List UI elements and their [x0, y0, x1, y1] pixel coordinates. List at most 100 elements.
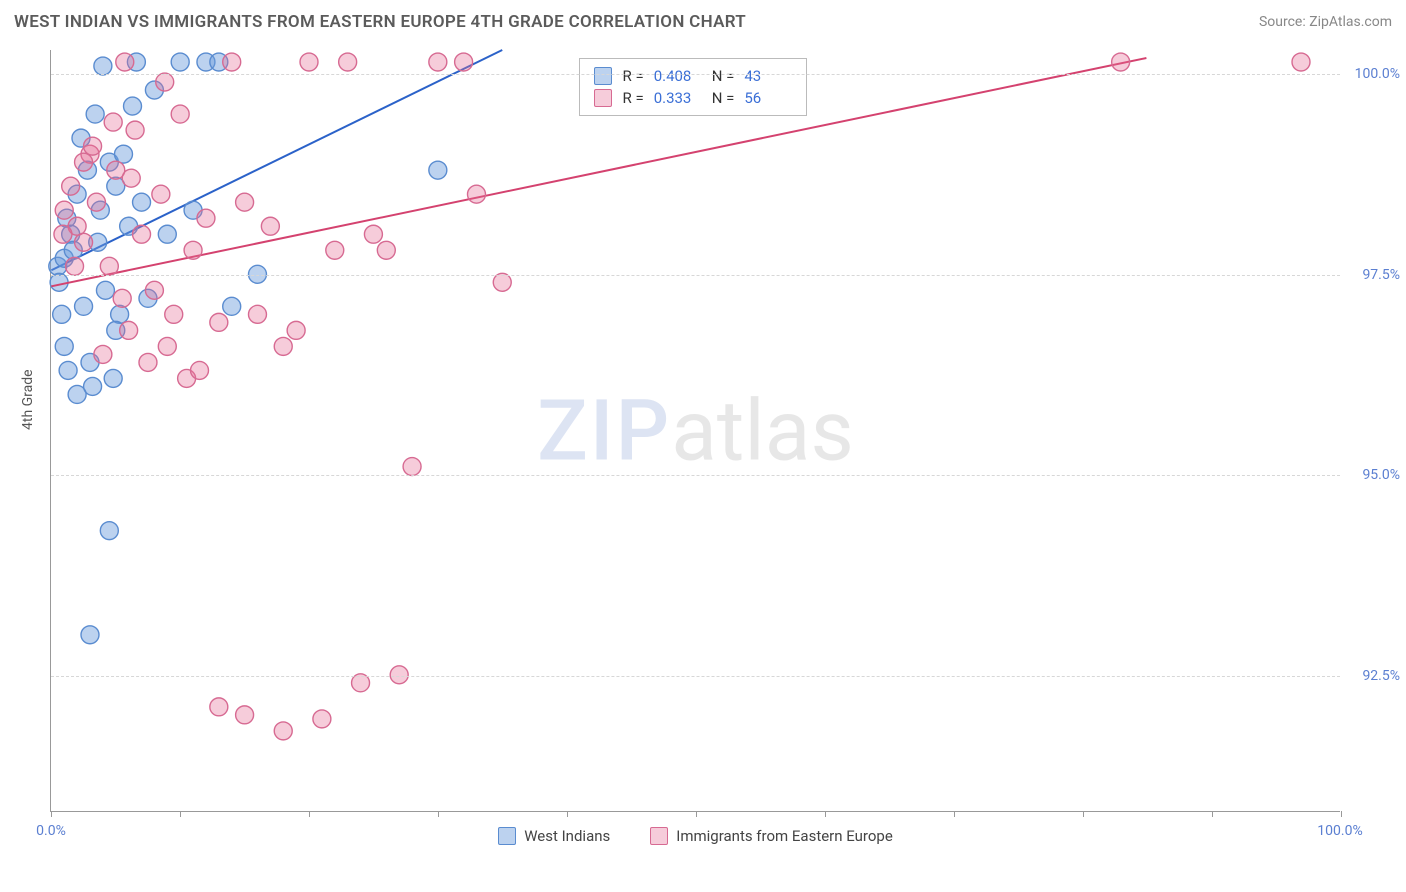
data-point: [86, 105, 104, 123]
chart-plot-area: ZIPatlas R =0.408N =43R =0.333N =56 West…: [50, 50, 1340, 812]
data-point: [223, 297, 241, 315]
data-point: [1292, 53, 1310, 71]
data-point: [274, 722, 292, 740]
data-point: [104, 113, 122, 131]
legend-n-value: 56: [744, 89, 792, 107]
x-tick: [1212, 811, 1213, 817]
gridline: [51, 475, 1340, 476]
data-point: [62, 177, 80, 195]
data-point: [429, 161, 447, 179]
data-point: [1112, 53, 1130, 71]
legend-row: R =0.408N =43: [594, 65, 792, 87]
data-point: [133, 193, 151, 211]
data-point: [126, 121, 144, 139]
x-tick: [180, 811, 181, 817]
data-point: [364, 225, 382, 243]
data-point: [339, 53, 357, 71]
data-point: [184, 241, 202, 259]
data-point: [152, 185, 170, 203]
x-tick: [567, 811, 568, 817]
data-point: [54, 225, 72, 243]
data-point: [133, 225, 151, 243]
gridline: [51, 275, 1340, 276]
data-point: [75, 297, 93, 315]
correlation-legend: R =0.408N =43R =0.333N =56: [579, 58, 807, 116]
data-point: [156, 73, 174, 91]
data-point: [236, 706, 254, 724]
x-tick-label-max: 100.0%: [1317, 823, 1362, 839]
x-tick: [438, 811, 439, 817]
data-point: [87, 193, 105, 211]
legend-n-value: 43: [744, 67, 792, 85]
data-point: [248, 305, 266, 323]
legend-row: R =0.333N =56: [594, 87, 792, 109]
y-tick-label: 92.5%: [1346, 668, 1400, 684]
legend-item-west-indians: West Indians: [498, 827, 610, 845]
y-axis-label: 4th Grade: [20, 369, 36, 430]
data-point: [158, 337, 176, 355]
data-point: [94, 57, 112, 75]
data-point: [94, 345, 112, 363]
data-point: [113, 289, 131, 307]
legend-r-eq: R =: [622, 89, 643, 107]
legend-label: Immigrants from Eastern Europe: [676, 827, 893, 845]
data-point: [81, 626, 99, 644]
data-point: [75, 153, 93, 171]
data-point: [326, 241, 344, 259]
scatter-svg: [51, 50, 1340, 811]
data-point: [122, 169, 140, 187]
legend-swatch: [650, 827, 668, 845]
data-point: [223, 53, 241, 71]
data-point: [96, 281, 114, 299]
data-point: [124, 97, 142, 115]
data-point: [55, 201, 73, 219]
data-point: [300, 53, 318, 71]
data-point: [59, 361, 77, 379]
legend-n-eq: N =: [712, 89, 735, 107]
data-point: [75, 233, 93, 251]
gridline: [51, 676, 1340, 677]
y-tick-label: 100.0%: [1346, 66, 1400, 82]
data-point: [287, 321, 305, 339]
legend-bottom: West Indians Immigrants from Eastern Eur…: [51, 827, 1340, 845]
data-point: [115, 145, 133, 163]
data-point: [100, 522, 118, 540]
data-point: [165, 305, 183, 323]
x-tick: [1083, 811, 1084, 817]
data-point: [158, 225, 176, 243]
legend-item-eastern-europe: Immigrants from Eastern Europe: [650, 827, 893, 845]
data-point: [66, 257, 84, 275]
legend-swatch: [594, 89, 612, 107]
data-point: [467, 185, 485, 203]
x-tick: [696, 811, 697, 817]
data-point: [84, 137, 102, 155]
x-tick: [309, 811, 310, 817]
data-point: [313, 710, 331, 728]
legend-r-value: 0.408: [654, 67, 702, 85]
data-point: [455, 53, 473, 71]
data-point: [210, 698, 228, 716]
data-point: [116, 53, 134, 71]
legend-label: West Indians: [524, 827, 610, 845]
data-point: [403, 458, 421, 476]
data-point: [111, 305, 129, 323]
legend-n-eq: N =: [712, 67, 735, 85]
data-point: [377, 241, 395, 259]
data-point: [191, 361, 209, 379]
data-point: [55, 337, 73, 355]
y-tick-label: 95.0%: [1346, 467, 1400, 483]
data-point: [197, 209, 215, 227]
x-tick: [1341, 811, 1342, 817]
data-point: [53, 305, 71, 323]
data-point: [68, 385, 86, 403]
data-point: [171, 105, 189, 123]
data-point: [493, 273, 511, 291]
data-point: [274, 337, 292, 355]
data-point: [104, 369, 122, 387]
data-point: [261, 217, 279, 235]
x-tick-label-min: 0.0%: [36, 823, 66, 839]
data-point: [210, 313, 228, 331]
x-tick: [51, 811, 52, 817]
legend-swatch: [594, 67, 612, 85]
data-point: [139, 353, 157, 371]
